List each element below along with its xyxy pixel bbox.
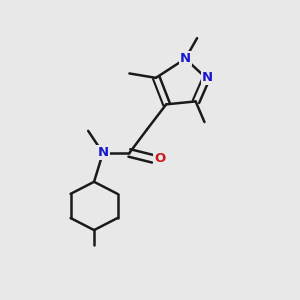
Text: N: N <box>202 71 213 84</box>
Text: N: N <box>97 146 109 159</box>
Text: O: O <box>154 152 166 165</box>
Text: N: N <box>180 52 191 65</box>
